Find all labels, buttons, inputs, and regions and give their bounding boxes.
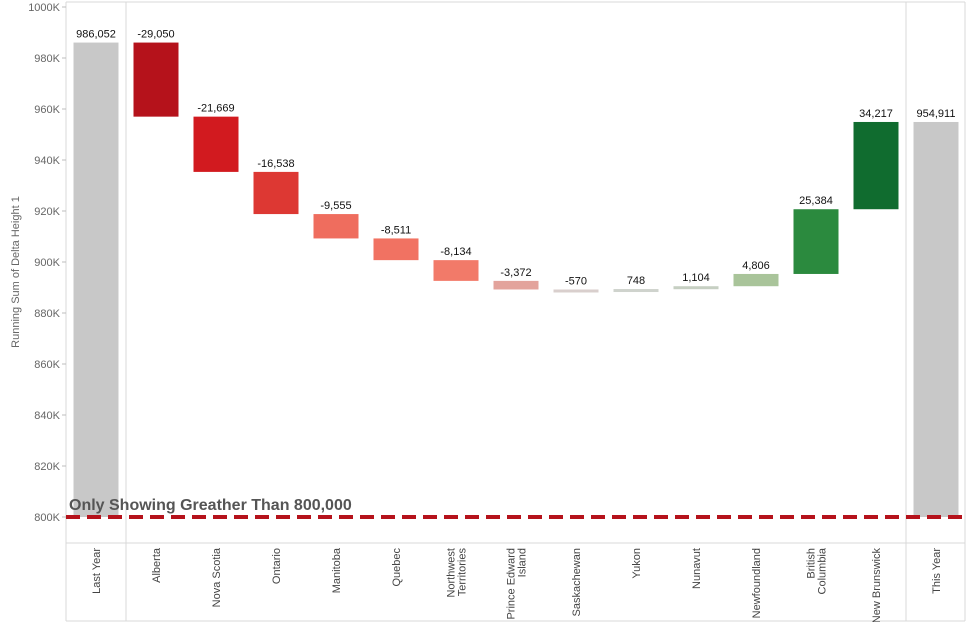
- category-label-nunavut: Nunavut: [691, 548, 703, 589]
- data-label-quebec: -8,511: [381, 224, 411, 236]
- y-tick-label: 920K: [34, 206, 60, 218]
- category-label-line: Island: [517, 548, 529, 577]
- category-label-last-year: Last Year: [91, 548, 103, 594]
- category-label-line: Northwest: [446, 548, 458, 598]
- category-label-line: Nunavut: [691, 548, 703, 589]
- data-labels-group: 986,052 -29,050 -21,669 -16,538 -9,555 -8,511…: [76, 29, 955, 288]
- y-tick-label: 840K: [34, 410, 60, 422]
- category-label-line: This Year: [931, 548, 943, 594]
- category-label-line: Newfoundland: [751, 548, 763, 618]
- y-tick-label: 860K: [34, 359, 60, 371]
- data-label-yukon: 748: [627, 275, 645, 287]
- y-tick-label: 880K: [34, 308, 60, 320]
- category-label-new-brunswick: New Brunswick: [871, 548, 883, 622]
- category-label-saskachewan: Saskachewan: [571, 548, 583, 617]
- category-label-ontario: Ontario: [271, 548, 283, 584]
- data-label-saskachewan: -570: [565, 275, 587, 287]
- chart-frame: [65, 1, 966, 622]
- bars-group: [73, 42, 959, 517]
- category-label-line: Yukon: [631, 548, 643, 579]
- category-label-line: Nova Scotia: [211, 547, 223, 607]
- bar-this-year: [913, 121, 959, 517]
- y-axis-title: Running Sum of Delta Height 1: [10, 196, 22, 348]
- category-label-line: Columbia: [817, 547, 829, 594]
- category-label-line: British: [806, 548, 818, 579]
- data-label-prince-edward-island: -3,372: [500, 267, 531, 279]
- y-tick-label: 960K: [34, 104, 60, 116]
- data-label-alberta: -29,050: [137, 29, 174, 41]
- bar-last-year: [73, 42, 119, 517]
- threshold-label: Only Showing Greather Than 800,000: [69, 497, 352, 514]
- data-label-northwest-territories: -8,134: [440, 246, 471, 258]
- category-label-line: Alberta: [151, 547, 163, 583]
- category-labels-group: Last Year Alberta Nova Scotia Ontario Manito…: [91, 547, 943, 622]
- category-label-prince-edward-island: Prince Edward Island: [506, 548, 529, 620]
- data-label-ontario: -16,538: [257, 158, 294, 170]
- category-label-line: Manitoba: [331, 547, 343, 593]
- bar-manitoba: [313, 214, 359, 239]
- y-tick-label: 1000K: [28, 2, 60, 14]
- bar-alberta: [133, 42, 179, 117]
- bar-northwest-territories: [433, 260, 479, 281]
- category-label-line: New Brunswick: [871, 548, 883, 622]
- threshold-group: Only Showing Greather Than 800,000: [66, 497, 965, 519]
- y-tick-label: 940K: [34, 155, 60, 167]
- data-label-new-brunswick: 34,217: [859, 108, 893, 120]
- category-label-line: Saskachewan: [571, 548, 583, 617]
- y-tick-label: 800K: [34, 512, 60, 524]
- bar-ontario: [253, 171, 299, 215]
- category-label-quebec: Quebec: [391, 548, 403, 587]
- data-label-british-columbia: 25,384: [799, 195, 833, 207]
- data-label-manitoba: -9,555: [320, 200, 351, 212]
- category-label-this-year: This Year: [931, 548, 943, 594]
- y-axis: 800K 820K 840K 860K 880K 900K 920K 940K 960K 980K…: [28, 2, 66, 524]
- category-label-line: Prince Edward: [506, 548, 518, 620]
- category-label-line: Ontario: [271, 548, 283, 584]
- category-label-british-columbia: British Columbia: [806, 547, 829, 594]
- bar-saskachewan: [553, 289, 599, 293]
- data-label-last-year: 986,052: [76, 29, 116, 41]
- y-tick-label: 900K: [34, 257, 60, 269]
- category-label-line: Quebec: [391, 548, 403, 587]
- bar-quebec: [373, 238, 419, 261]
- bar-nunavut: [673, 286, 719, 290]
- category-label-northwest-territories: Northwest Territories: [446, 548, 469, 598]
- category-label-nova-scotia: Nova Scotia: [211, 547, 223, 607]
- bar-yukon: [613, 289, 659, 293]
- data-label-nova-scotia: -21,669: [197, 103, 234, 115]
- data-label-this-year: 954,911: [917, 108, 956, 120]
- bar-british-columbia: [793, 209, 839, 274]
- data-label-nunavut: 1,104: [682, 272, 710, 284]
- category-label-alberta: Alberta: [151, 547, 163, 583]
- category-label-line: Territories: [457, 548, 469, 597]
- category-label-newfoundland: Newfoundland: [751, 548, 763, 618]
- category-label-manitoba: Manitoba: [331, 547, 343, 593]
- bar-prince-edward-island: [493, 280, 539, 290]
- bar-new-brunswick: [853, 121, 899, 210]
- bar-nova-scotia: [193, 116, 239, 172]
- category-label-yukon: Yukon: [631, 548, 643, 579]
- y-tick-label: 820K: [34, 461, 60, 473]
- data-label-newfoundland: 4,806: [742, 260, 770, 272]
- category-label-line: Last Year: [91, 548, 103, 594]
- y-tick-label: 980K: [34, 53, 60, 65]
- bar-newfoundland: [733, 273, 779, 287]
